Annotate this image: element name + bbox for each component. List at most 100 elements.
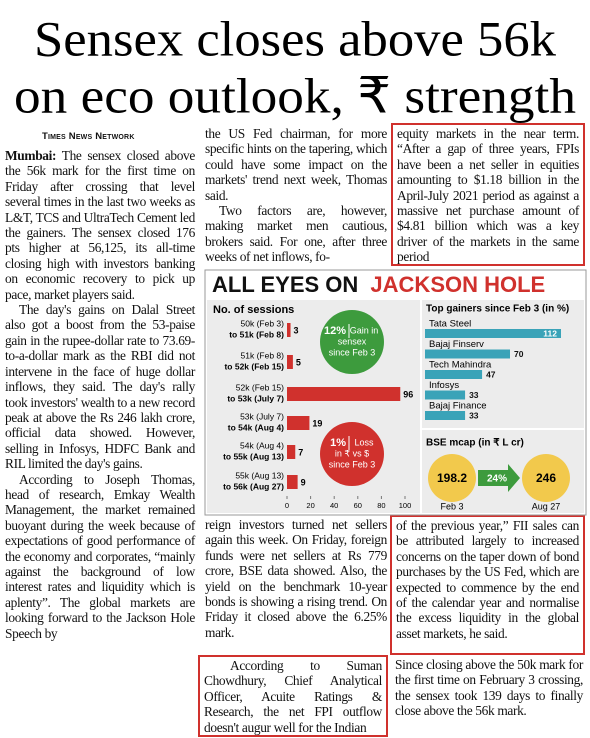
value-label: 70: [514, 349, 524, 359]
value-circle: [522, 454, 570, 502]
column: the US Fed chairman, for more specific h…: [205, 126, 387, 265]
x-tick-label: 40: [330, 501, 338, 510]
headline: Sensex closes above 56k on eco outlook, …: [14, 10, 576, 123]
callout-circle: [320, 422, 384, 486]
x-tick-label: 80: [377, 501, 385, 510]
title-part: JACKSON HOLE: [370, 272, 545, 297]
paragraph-text: Since closing above the 50k mark for the…: [395, 657, 583, 719]
value-label: 3: [294, 325, 299, 335]
change-arrow: [478, 464, 520, 492]
paragraph: Two factors are, however, making market …: [205, 203, 387, 265]
paragraph-text: According to Joseph Thomas, head of rese…: [5, 471, 195, 641]
callout-text: since Feb 3: [329, 459, 376, 469]
category-label: Bajaj Finance: [429, 401, 487, 412]
bar: [425, 329, 561, 338]
value-label: 7: [298, 447, 303, 457]
bar: [425, 370, 483, 379]
paragraph: According to Suman Chowdhury, Chief Anal…: [204, 658, 382, 735]
paragraph: of the previous year,” FII sales can be …: [396, 518, 579, 641]
change-label: 24%: [487, 474, 507, 485]
callout-circle: [320, 310, 384, 374]
callout-text: sensex: [338, 336, 367, 346]
paragraph: According to Joseph Thomas, head of rese…: [5, 472, 195, 641]
byline: Times News Network: [42, 131, 135, 142]
value-label: 33: [469, 410, 479, 420]
paragraph-text: According to Suman Chowdhury, Chief Anal…: [204, 658, 382, 735]
dateline: Mumbai:: [5, 148, 57, 163]
paragraph: Since closing above the 50k mark for the…: [395, 657, 583, 719]
bar: [425, 390, 466, 400]
value-label: 19: [312, 418, 322, 428]
value-label: 246: [536, 471, 556, 485]
chart-title: No. of sessions: [213, 304, 294, 316]
value-label: 112: [543, 328, 557, 338]
infographic-frame: [204, 269, 587, 516]
category-label: Bajaj Finserv: [429, 339, 484, 350]
callout-text: Loss: [354, 437, 374, 447]
callout-text: in ₹ vs $: [335, 448, 369, 458]
x-tick-label: 60: [354, 501, 362, 510]
category-label: 53k (July 7): [240, 411, 284, 421]
paragraph-text: reign investors turned net sellers again…: [205, 517, 387, 640]
bar: [425, 349, 510, 359]
bar: [287, 416, 310, 430]
paragraph-text: Two factors are, however, making market …: [205, 203, 387, 265]
category-label: to 54k (Aug 4): [228, 422, 284, 432]
bar: [287, 387, 401, 401]
value-circle: [428, 454, 476, 502]
category-label: Infosys: [429, 380, 459, 391]
paragraph-text: The day's gains on Dalal Street also got…: [5, 302, 195, 472]
infographic-title: ALL EYES ON JACKSON HOLE: [212, 272, 545, 297]
category-label: 54k (Aug 4): [240, 440, 284, 450]
bar: [425, 411, 466, 420]
value-label: 96: [403, 389, 413, 399]
value-label: 198.2: [437, 471, 467, 485]
paragraph-text: of the previous year,” FII sales can be …: [396, 518, 579, 641]
paragraph-text: The sensex closed above the 56k mark for…: [5, 148, 195, 302]
category-label: Tech Mahindra: [429, 360, 492, 371]
x-tick-label: 20: [306, 501, 314, 510]
paragraph: The day's gains on Dalal Street also got…: [5, 302, 195, 471]
headline-line: on eco outlook, ₹ strength: [14, 67, 576, 123]
category-label: to 53k (July 7): [227, 393, 284, 403]
category-label: 52k (Feb 15): [236, 382, 284, 392]
value-label: 9: [301, 477, 306, 487]
chart-title: BSE mcap (in ₹ L cr): [426, 438, 524, 449]
category-label: Feb 3: [440, 501, 463, 511]
callout-value: 12%: [324, 325, 346, 337]
paragraph: equity markets in the near term. “After …: [397, 126, 579, 265]
category-label: to 56k (Aug 27): [223, 481, 284, 491]
highlight-box: According to Suman Chowdhury, Chief Anal…: [198, 655, 388, 737]
category-label: Aug 27: [532, 501, 561, 511]
column: reign investors turned net sellers again…: [205, 517, 387, 640]
panel: [207, 300, 420, 513]
value-label: 33: [469, 390, 479, 400]
paragraph-text: the US Fed chairman, for more specific h…: [205, 126, 387, 203]
category-label: to 55k (Aug 13): [223, 451, 284, 461]
bar: [287, 355, 293, 369]
highlight-box: equity markets in the near term. “After …: [391, 123, 585, 266]
x-tick-label: 0: [285, 501, 289, 510]
category-label: to 52k (Feb 15): [224, 361, 284, 371]
paragraph: Mumbai: The sensex closed above the 56k …: [5, 148, 195, 302]
paragraph: the US Fed chairman, for more specific h…: [205, 126, 387, 203]
x-tick-label: 100: [399, 501, 412, 510]
highlight-box: of the previous year,” FII sales can be …: [390, 515, 585, 655]
headline-line: Sensex closes above 56k: [34, 10, 556, 66]
category-label: 55k (Aug 13): [235, 470, 284, 480]
callout-text: since Feb 3: [329, 347, 376, 357]
panel: [422, 430, 584, 513]
bar: [287, 475, 298, 489]
column: Since closing above the 50k mark for the…: [395, 657, 583, 719]
bar: [287, 445, 296, 459]
category-label: 50k (Feb 3): [241, 318, 285, 328]
paragraph-text: equity markets in the near term. “After …: [397, 126, 579, 265]
callout-text: Gain in: [350, 325, 379, 335]
column: Mumbai: The sensex closed above the 56k …: [5, 148, 195, 641]
callout-value: 1%: [330, 437, 346, 449]
category-label: to 51k (Feb 8): [229, 329, 284, 339]
value-label: 47: [486, 369, 496, 379]
panel: [422, 300, 584, 428]
title-part: ALL EYES ON: [212, 272, 358, 297]
